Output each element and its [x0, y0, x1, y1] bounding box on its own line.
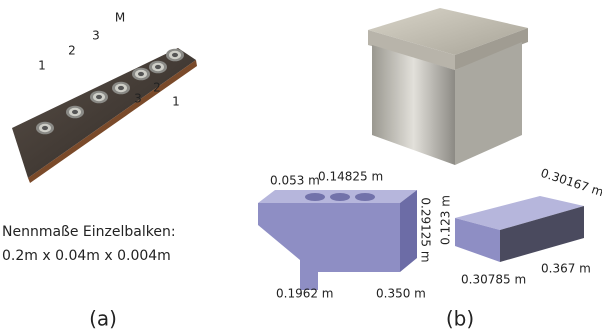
dimension: 0.350 m	[376, 287, 426, 301]
bolt	[72, 110, 78, 114]
bolt	[172, 53, 178, 57]
bolt-label: M	[115, 11, 125, 25]
dimension: 0.123 m	[439, 195, 453, 245]
dimension: 0.367 m	[541, 262, 591, 276]
bolt	[96, 95, 102, 99]
bolt-label: 3	[92, 29, 100, 43]
panel-label: (b)	[446, 307, 474, 331]
bolt-label: 2	[153, 81, 161, 95]
bolt	[118, 86, 124, 90]
bolt-label: 3	[134, 92, 142, 106]
caption: 0.2m x 0.04m x 0.004m	[2, 248, 171, 264]
cad-block-right	[455, 196, 584, 262]
dimension: 0.14825 m	[318, 170, 383, 184]
dimension: 0.30785 m	[461, 273, 526, 287]
bolt	[155, 65, 161, 69]
caption: Nennmaße Einzelbalken:	[2, 224, 176, 240]
panel-label: (a)	[89, 307, 117, 331]
dimension: 0.29125 m	[419, 197, 433, 262]
bolt-label: 1	[38, 59, 46, 73]
bolt	[42, 126, 48, 130]
dimension: 0.053 m	[270, 174, 320, 188]
dimension: 0.1962 m	[276, 287, 334, 301]
dimension: 0.30167 m	[539, 166, 602, 199]
cad-block-left	[258, 190, 417, 290]
bolt-label: 2	[68, 44, 76, 58]
bolt-label: 1	[172, 95, 180, 109]
bolt	[138, 72, 144, 76]
block-photo	[368, 8, 528, 165]
figure: 1 2 3 M 3 2 1 Nennmaße Einzelbalken: 0.2…	[0, 0, 602, 331]
